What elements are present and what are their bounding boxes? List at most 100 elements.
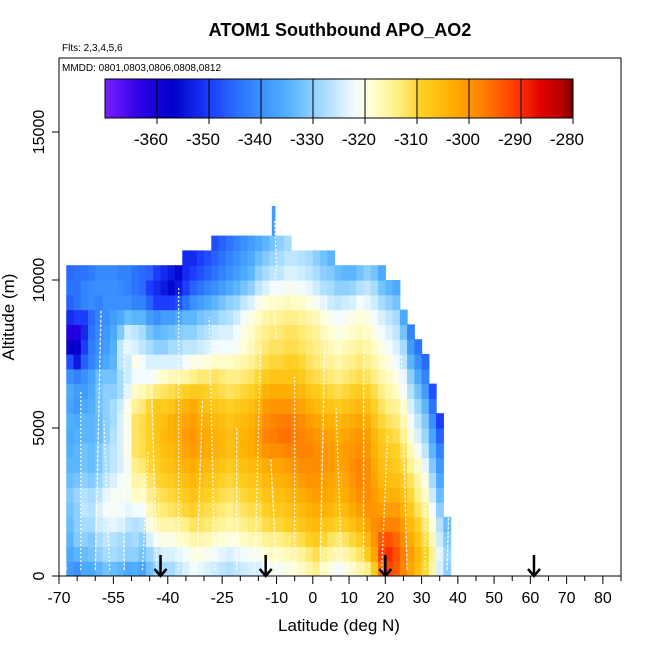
colorbar-swatch [213, 79, 217, 118]
heat-cell [131, 294, 140, 311]
heat-cell [167, 324, 176, 340]
heat-cell [117, 472, 125, 488]
heat-cell [428, 516, 437, 533]
heat-cell [218, 294, 227, 311]
flight-profiles [59, 220, 597, 571]
heat-cell [124, 354, 133, 370]
heat-cell [269, 457, 278, 473]
heat-cell [167, 531, 176, 547]
heat-cell [66, 324, 75, 340]
heat-cell [247, 487, 256, 503]
heat-cell [117, 457, 125, 473]
heat-cell [240, 398, 249, 414]
heat-cell [182, 309, 191, 325]
heat-cell [218, 516, 227, 533]
heat-cell [160, 383, 169, 399]
heat-cell [160, 339, 169, 355]
heat-cell [399, 472, 408, 488]
colorbar-swatch [183, 79, 188, 118]
heat-cell [124, 561, 133, 576]
colorbar-swatch [336, 79, 340, 118]
heat-cell [312, 265, 321, 281]
heat-cell [167, 472, 176, 488]
y-axis-label: Altitude (m) [0, 274, 18, 361]
heat-cell [80, 531, 89, 547]
heat-cell [349, 339, 357, 355]
heat-cell [218, 354, 227, 370]
heat-cell [378, 502, 386, 518]
heat-cell [153, 398, 162, 414]
heat-cell [225, 546, 234, 562]
colorbar-swatch [397, 79, 401, 118]
heat-cell [225, 354, 234, 370]
colorbar-swatch [391, 79, 396, 118]
colorbar-swatch [116, 79, 121, 118]
heat-cell [73, 472, 82, 488]
heat-cell [341, 265, 350, 281]
heat-cell [138, 280, 147, 296]
heat-cell [428, 383, 437, 399]
heat-cell [385, 531, 394, 547]
colorbar-swatch [277, 79, 281, 118]
heat-cell [211, 383, 220, 399]
heat-cell [414, 442, 423, 459]
heat-cell [269, 383, 278, 399]
heat-cell [363, 516, 372, 533]
heat-cell [247, 428, 256, 444]
heat-cell [218, 561, 227, 576]
heat-cell [204, 472, 212, 488]
heat-cell [211, 265, 220, 281]
heat-cell [131, 457, 140, 473]
colorbar-swatch [488, 79, 492, 118]
heat-cell [341, 546, 350, 562]
heat-cell [233, 428, 241, 444]
heat-cell [138, 309, 147, 325]
heat-cell [218, 487, 227, 503]
colorbar-swatch [453, 79, 457, 118]
heat-cell [392, 561, 401, 576]
heat-cell [247, 294, 256, 311]
heat-cell [378, 531, 386, 547]
heat-cell [269, 368, 278, 385]
heat-cell [160, 368, 169, 385]
heat-cell [443, 531, 452, 547]
heat-cell [436, 442, 444, 459]
heat-cell [138, 487, 147, 503]
heat-cell [117, 531, 125, 547]
heat-cell [80, 428, 89, 444]
heat-cell [117, 265, 125, 281]
colorbar-swatch [178, 79, 182, 118]
heat-cell [225, 487, 234, 503]
heat-cell [370, 502, 379, 518]
heat-cell [276, 354, 285, 370]
heat-cell [211, 546, 220, 562]
heat-cell [428, 487, 437, 503]
heat-cell [262, 339, 270, 355]
heat-cell [124, 531, 133, 547]
colorbar-swatch [344, 79, 349, 118]
heat-cell [160, 324, 169, 340]
colorbar-tick-label: -360 [134, 130, 168, 149]
heat-cell [327, 324, 336, 340]
heat-cell [124, 442, 133, 459]
heat-cell [153, 368, 162, 385]
heat-cell [370, 516, 379, 533]
heat-cell [240, 250, 249, 266]
heat-cell [233, 487, 241, 503]
heat-cell [385, 280, 394, 296]
heat-cell [349, 546, 357, 562]
heat-cell [327, 516, 336, 533]
heat-cell [189, 398, 198, 414]
heat-cell [124, 398, 133, 414]
flight-profile-trace [272, 220, 278, 340]
heat-cell [254, 457, 263, 473]
heat-cell [399, 383, 408, 399]
heat-cell [283, 235, 292, 251]
heat-cell [175, 339, 183, 355]
heat-cell [334, 487, 343, 503]
heat-cell [233, 324, 241, 340]
heat-cell [66, 561, 75, 576]
heat-cell [182, 324, 191, 340]
heat-cell [160, 428, 169, 444]
heat-cell [88, 472, 96, 488]
